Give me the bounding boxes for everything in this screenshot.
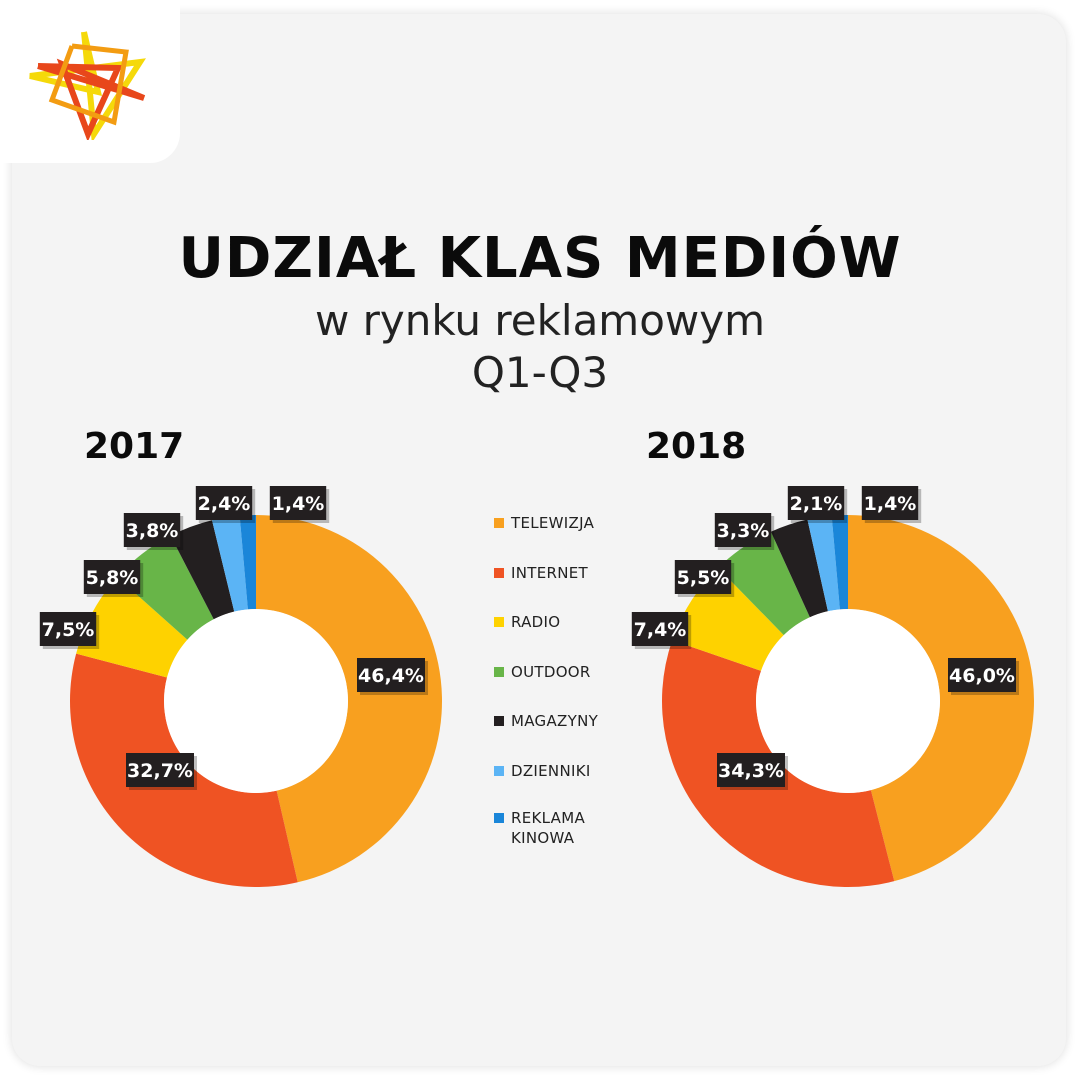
legend-label: RADIO [511, 613, 561, 631]
data-label: 7,5% [39, 612, 100, 649]
data-label-text: 5,8% [86, 567, 139, 589]
data-label-text: 1,4% [272, 493, 325, 515]
donut-slice [718, 531, 810, 636]
legend-item: DZIENNIKI [494, 761, 611, 781]
data-label: 1,4% [861, 486, 922, 523]
year-label-2017: 2017 [84, 426, 185, 467]
legend-item: OUTDOOR [494, 662, 611, 682]
donut-slice [76, 577, 188, 678]
legend-item: TELEWIZJA [494, 513, 611, 533]
legend-item: INTERNET [494, 563, 611, 583]
donut-slice [256, 515, 443, 883]
data-label-text: 2,1% [790, 493, 843, 515]
legend-swatch [494, 813, 504, 823]
legend-label: TELEWIZJA [511, 514, 595, 532]
data-label-text: 1,4% [864, 493, 917, 515]
data-label: 3,3% [714, 513, 775, 550]
donut-hole [756, 609, 940, 793]
donut-chart-2017 [70, 515, 443, 887]
donut-slice [117, 535, 214, 640]
data-label-text: 7,5% [42, 619, 95, 641]
legend-swatch [494, 568, 504, 578]
legend-label: OUTDOOR [511, 663, 591, 681]
data-label: 3,8% [123, 513, 184, 550]
data-label-text: 34,3% [718, 760, 784, 782]
data-label-text: 3,8% [126, 520, 179, 542]
data-label: 46,0% [948, 658, 1019, 695]
data-label-text: 3,3% [717, 520, 770, 542]
star-burst-logo-icon [29, 31, 146, 140]
donut-slice [831, 515, 848, 610]
data-label-text: 46,4% [358, 665, 424, 687]
chart-subtitle: w rynku reklamowym [314, 296, 766, 345]
data-label: 5,5% [674, 560, 735, 597]
legend-swatch [494, 667, 504, 677]
donut-slice [212, 515, 248, 612]
donut-slice [770, 519, 828, 618]
legend-label: DZIENNIKI [511, 762, 591, 780]
data-label-text: 5,5% [677, 567, 730, 589]
chart-title: UDZIAŁ KLAS MEDIÓW [178, 226, 902, 291]
legend-item: REKLAMA KINOWA [494, 808, 611, 848]
data-label-text: 2,4% [198, 493, 251, 515]
data-label: 1,4% [269, 486, 330, 523]
donut-hole [164, 609, 348, 793]
legend-item: RADIO [494, 612, 611, 632]
legend-label: REKLAMA KINOWA [511, 809, 586, 847]
data-label: 2,1% [787, 486, 848, 523]
legend-label: INTERNET [511, 564, 588, 582]
data-label: 2,4% [195, 486, 256, 523]
data-label: 7,4% [631, 612, 692, 649]
legend-swatch [494, 617, 504, 627]
legend-swatch [494, 716, 504, 726]
data-label-text: 46,0% [949, 665, 1015, 687]
donut-slice [807, 515, 840, 612]
data-label: 34,3% [717, 753, 788, 790]
chart-period: Q1-Q3 [471, 348, 609, 397]
data-label: 32,7% [126, 753, 197, 790]
legend-swatch [494, 766, 504, 776]
donut-slice [239, 515, 256, 610]
legend-item: MAGAZYNY [494, 711, 611, 731]
data-label: 5,8% [83, 560, 144, 597]
legend-swatch [494, 518, 504, 528]
data-label-text: 7,4% [634, 619, 687, 641]
legend-label: MAGAZYNY [511, 712, 599, 730]
year-label-2018: 2018 [646, 426, 747, 467]
donut-slice [170, 520, 235, 620]
donut-slice [848, 515, 1035, 882]
data-label-text: 32,7% [127, 760, 193, 782]
data-label: 46,4% [357, 658, 428, 695]
